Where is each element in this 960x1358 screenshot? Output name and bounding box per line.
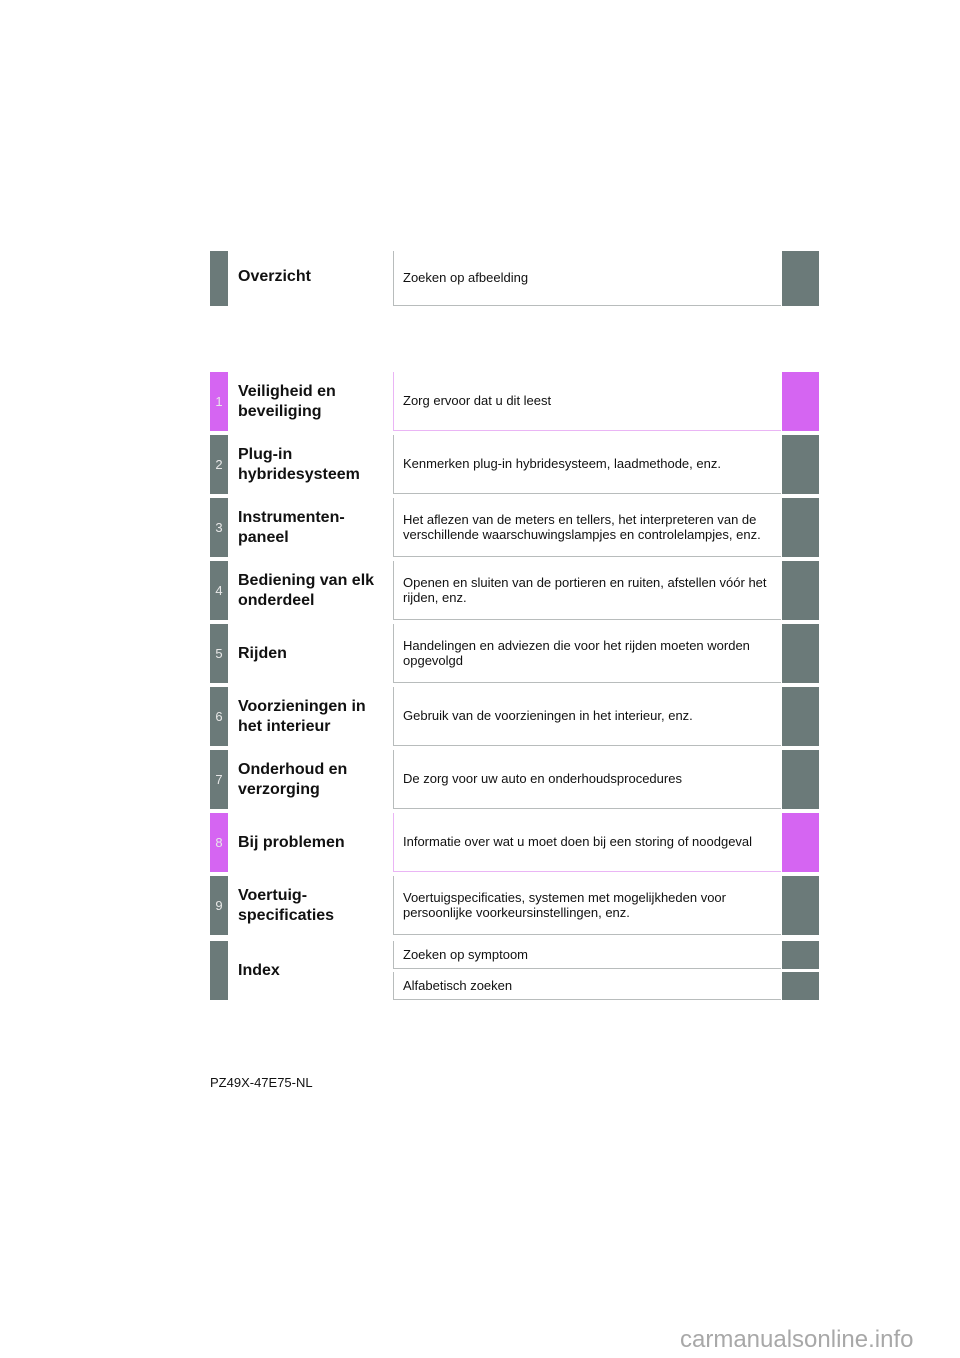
- index-row: Index Zoeken op symptoom Alfabetisch zoe…: [210, 941, 819, 1000]
- chapter-number: 8: [210, 813, 228, 872]
- chapter-number: 6: [210, 687, 228, 746]
- chapter-title[interactable]: Plug-in hybridesysteem: [238, 445, 360, 483]
- chapter-description[interactable]: Gebruik van de voorzieningen in het inte…: [393, 687, 781, 746]
- chapter-thumb-tab[interactable]: [782, 813, 819, 872]
- chapter-description[interactable]: Informatie over wat u moet doen bij een …: [393, 813, 781, 872]
- chapter-thumb-tab[interactable]: [782, 435, 819, 494]
- document-code: PZ49X-47E75-NL: [210, 1075, 313, 1090]
- chapter-title[interactable]: Voertuig-specificaties: [238, 886, 335, 924]
- chapter-row-2[interactable]: 2 Plug-in hybridesysteem Kenmerken plug-…: [210, 435, 819, 494]
- chapter-thumb-tab[interactable]: [782, 750, 819, 809]
- index-title: Index: [238, 961, 280, 979]
- overview-thumb-tab[interactable]: [782, 251, 819, 306]
- chapter-number: 2: [210, 435, 228, 494]
- chapter-row-3[interactable]: 3 Instrumenten-paneel Het aflezen van de…: [210, 498, 819, 557]
- chapter-description[interactable]: De zorg voor uw auto en onderhoudsproced…: [393, 750, 781, 809]
- index-alpha-thumb-tab[interactable]: [782, 972, 819, 1000]
- chapter-description[interactable]: Openen en sluiten van de portieren en ru…: [393, 561, 781, 620]
- chapter-thumb-tab[interactable]: [782, 624, 819, 683]
- chapter-thumb-tab[interactable]: [782, 876, 819, 935]
- index-tab: [210, 941, 228, 1000]
- chapter-row-5[interactable]: 5 Rijden Handelingen en adviezen die voo…: [210, 624, 819, 683]
- chapter-row-6[interactable]: 6 Voorzieningen in het interieur Gebruik…: [210, 687, 819, 746]
- overview-link[interactable]: Zoeken op afbeelding: [393, 251, 781, 306]
- chapter-title[interactable]: Bij problemen: [238, 833, 345, 851]
- chapter-row-4[interactable]: 4 Bediening van elk onderdeel Openen en …: [210, 561, 819, 620]
- chapter-row-7[interactable]: 7 Onderhoud en verzorging De zorg voor u…: [210, 750, 819, 809]
- chapter-number: 3: [210, 498, 228, 557]
- chapter-title[interactable]: Veiligheid en beveiliging: [238, 382, 336, 420]
- chapter-thumb-tab[interactable]: [782, 687, 819, 746]
- chapter-row-9[interactable]: 9 Voertuig-specificaties Voertuigspecifi…: [210, 876, 819, 935]
- overview-row[interactable]: Overzicht Zoeken op afbeelding: [210, 251, 819, 306]
- chapter-title[interactable]: Voorzieningen in het interieur: [238, 697, 366, 735]
- overview-title: Overzicht: [238, 268, 311, 285]
- index-alpha-row[interactable]: Alfabetisch zoeken: [393, 972, 819, 1000]
- index-symptom-link[interactable]: Zoeken op symptoom: [393, 941, 781, 969]
- chapter-number: 5: [210, 624, 228, 683]
- chapter-title[interactable]: Onderhoud en verzorging: [238, 760, 348, 798]
- index-symptom-thumb-tab[interactable]: [782, 941, 819, 969]
- chapter-row-1[interactable]: 1 Veiligheid en beveiliging Zorg ervoor …: [210, 372, 819, 431]
- chapter-row-8[interactable]: 8 Bij problemen Informatie over wat u mo…: [210, 813, 819, 872]
- chapter-title[interactable]: Bediening van elk onderdeel: [238, 571, 375, 609]
- chapter-title[interactable]: Instrumenten-paneel: [238, 508, 345, 546]
- chapter-description[interactable]: Het aflezen van de meters en tellers, he…: [393, 498, 781, 557]
- chapter-thumb-tab[interactable]: [782, 498, 819, 557]
- chapter-number: 9: [210, 876, 228, 935]
- chapter-title[interactable]: Rijden: [238, 644, 287, 662]
- watermark: carmanualsonline.info: [680, 1326, 914, 1353]
- chapter-description[interactable]: Zorg ervoor dat u dit leest: [393, 372, 781, 431]
- chapter-number: 1: [210, 372, 228, 431]
- chapter-description[interactable]: Kenmerken plug-in hybridesysteem, laadme…: [393, 435, 781, 494]
- chapter-description[interactable]: Handelingen en adviezen die voor het rij…: [393, 624, 781, 683]
- chapter-thumb-tab[interactable]: [782, 372, 819, 431]
- chapter-description[interactable]: Voertuigspecificaties, systemen met moge…: [393, 876, 781, 935]
- index-alpha-link[interactable]: Alfabetisch zoeken: [393, 972, 781, 1000]
- chapter-number: 4: [210, 561, 228, 620]
- index-symptom-row[interactable]: Zoeken op symptoom: [393, 941, 819, 969]
- chapter-number: 7: [210, 750, 228, 809]
- overview-tab: [210, 251, 228, 306]
- chapter-thumb-tab[interactable]: [782, 561, 819, 620]
